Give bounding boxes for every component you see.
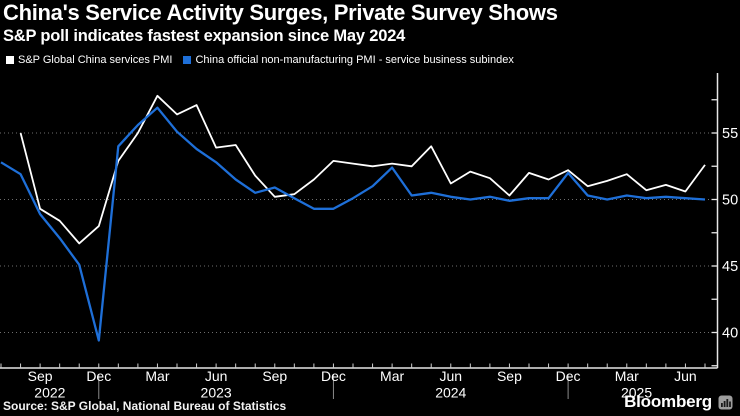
svg-text:Mar: Mar <box>615 368 639 384</box>
legend-label-official: China official non-manufacturing PMI - s… <box>195 54 514 66</box>
legend-item-official: China official non-manufacturing PMI - s… <box>183 54 514 66</box>
x-axis-year-labels: 2022 2023 2024 2025 <box>34 385 652 401</box>
svg-text:2025: 2025 <box>621 385 652 401</box>
svg-text:Sep: Sep <box>28 368 53 384</box>
legend-swatch-blue-icon <box>183 56 192 64</box>
chart-subtitle: S&P poll indicates fastest expansion sin… <box>3 27 406 45</box>
bloomberg-wordmark: Bloomberg <box>624 392 712 411</box>
svg-text:Dec: Dec <box>556 368 581 384</box>
svg-text:45: 45 <box>722 259 738 275</box>
svg-text:50: 50 <box>722 193 738 209</box>
svg-text:Dec: Dec <box>321 368 346 384</box>
y-axis-ticks <box>711 99 718 367</box>
y-axis-labels: 55 50 45 40 <box>722 126 738 342</box>
bloomberg-terminal-icon <box>718 395 733 409</box>
svg-text:Jun: Jun <box>439 368 462 384</box>
svg-text:2024: 2024 <box>435 385 466 401</box>
svg-text:Dec: Dec <box>86 368 111 384</box>
series-line-official <box>0 106 706 342</box>
source-note: Source: S&P Global, National Bureau of S… <box>3 399 287 413</box>
legend-label-sp-global: S&P Global China services PMI <box>18 54 173 66</box>
svg-text:Sep: Sep <box>262 368 287 384</box>
svg-text:Jun: Jun <box>205 368 228 384</box>
year-dividers <box>98 374 569 399</box>
gridlines <box>0 132 711 333</box>
svg-text:Mar: Mar <box>145 368 169 384</box>
svg-text:Jun: Jun <box>674 368 697 384</box>
svg-text:2022: 2022 <box>34 385 65 401</box>
svg-text:55: 55 <box>722 126 738 142</box>
series-line-sp-global <box>19 94 706 245</box>
x-axis-month-labels: Sep Dec Mar Jun Sep Dec Mar Jun Sep Dec Mar Jun <box>28 368 697 384</box>
chart-title: China's Service Activity Surges, Private… <box>3 0 558 25</box>
svg-text:Mar: Mar <box>380 368 404 384</box>
legend-item-sp-global: S&P Global China services PMI <box>6 54 172 66</box>
bloomberg-logo: Bloomberg <box>624 392 733 412</box>
legend-swatch-white-icon <box>6 56 14 64</box>
svg-text:40: 40 <box>722 326 738 342</box>
svg-text:2023: 2023 <box>201 385 232 401</box>
svg-text:Sep: Sep <box>497 368 522 384</box>
chart-legend: S&P Global China services PMI China offi… <box>6 54 514 66</box>
x-axis-ticks <box>0 363 706 368</box>
